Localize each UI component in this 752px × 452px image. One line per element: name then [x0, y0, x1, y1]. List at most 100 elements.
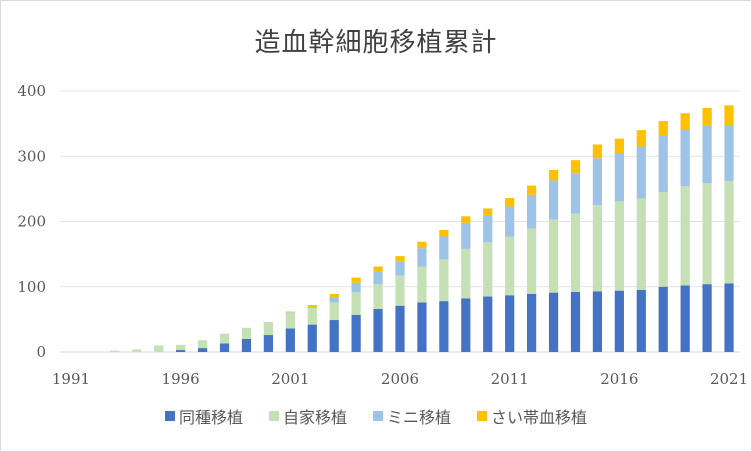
bar-segment-2016-series-0 — [614, 290, 624, 352]
bar-segment-1999-series-0 — [241, 338, 252, 352]
bar-segment-2016-series-1 — [614, 201, 624, 291]
bar-segment-2009-series-2 — [461, 222, 471, 249]
bar-segment-1998-series-0 — [219, 343, 230, 352]
legend: 同種移植 自家移植 ミニ移植 さい帯血移植 — [0, 404, 752, 428]
bar-segment-2006-series-2 — [395, 261, 405, 276]
bar-segment-2002-series-0 — [307, 324, 317, 352]
bar-segment-2005-series-2 — [373, 271, 383, 285]
bar-segment-2020-series-3 — [702, 107, 712, 126]
y-axis: 0 100 200 300 400 — [17, 82, 46, 361]
legend-label: さい帯血移植 — [491, 408, 588, 427]
bar-segment-2004-series-1 — [351, 291, 361, 315]
bar-segment-2000-series-0 — [263, 335, 273, 352]
bar-segment-2011-series-0 — [505, 295, 515, 352]
bar-segment-2015-series-3 — [592, 144, 603, 159]
bar-segment-2021-series-0 — [724, 283, 734, 352]
bar-segment-2003-series-1 — [329, 302, 339, 321]
bar-segment-2012-series-3 — [527, 185, 537, 195]
x-tick-label: 1996 — [162, 370, 200, 388]
x-tick-label: 2006 — [381, 370, 419, 388]
bar-segment-2009-series-3 — [461, 216, 471, 223]
bar-segment-2014-series-2 — [570, 173, 581, 214]
bar-segment-2007-series-2 — [417, 248, 427, 267]
bar-segment-2021-series-3 — [724, 105, 734, 125]
bar-segment-1995-series-1 — [154, 345, 164, 352]
bar-segment-2012-series-1 — [527, 228, 537, 294]
x-tick-label: 2021 — [710, 370, 748, 388]
bar-segment-2003-series-3 — [329, 293, 339, 298]
bar-segment-2014-series-0 — [570, 291, 581, 352]
bar-segment-2000-series-1 — [263, 321, 273, 336]
bar-segment-2004-series-0 — [351, 314, 361, 352]
bar-segment-2001-series-1 — [285, 312, 295, 329]
bar-segment-2002-series-3 — [307, 305, 317, 307]
bar-segment-1997-series-1 — [197, 340, 208, 349]
legend-label: 同種移植 — [178, 408, 243, 427]
bar-segment-2018-series-3 — [658, 121, 668, 137]
bar-segment-2009-series-0 — [461, 298, 471, 352]
legend-item-mini: ミニ移植 — [373, 404, 451, 428]
bar-segment-1998-series-1 — [219, 333, 230, 344]
bar-segment-2016-series-3 — [614, 138, 624, 153]
legend-swatch — [268, 411, 279, 421]
bar-segment-2017-series-0 — [636, 290, 646, 352]
bar-segment-1993-series-1 — [110, 350, 120, 352]
bar-segment-2017-series-3 — [636, 130, 646, 147]
bar-segment-2018-series-1 — [658, 192, 668, 287]
bar-segment-1994-series-1 — [132, 349, 142, 352]
bar-segment-2001-series-0 — [285, 328, 295, 352]
bar-segment-2013-series-2 — [548, 180, 559, 220]
legend-label: 自家移植 — [282, 408, 347, 427]
legend-item-cord-blood: さい帯血移植 — [477, 404, 587, 428]
bar-segment-2001-series-3 — [285, 311, 295, 313]
bar-segment-2021-series-1 — [724, 181, 734, 284]
bar-segment-2015-series-1 — [592, 205, 603, 292]
legend-swatch — [164, 411, 175, 421]
bar-segment-2010-series-1 — [483, 242, 493, 297]
x-tick-label: 2001 — [271, 370, 309, 388]
bar-segment-2001-series-2 — [285, 312, 295, 313]
bar-segment-2017-series-2 — [636, 146, 646, 199]
bar-segment-2008-series-3 — [439, 229, 449, 237]
bar-segment-2004-series-3 — [351, 277, 361, 283]
bar-segment-2007-series-0 — [417, 302, 427, 352]
bar-segment-2003-series-0 — [329, 320, 339, 352]
bar-segment-2016-series-2 — [614, 152, 624, 202]
bar-segment-2005-series-0 — [373, 308, 383, 352]
bar-segment-2014-series-3 — [570, 160, 581, 174]
bar-segment-2015-series-0 — [592, 291, 603, 352]
bar-segment-2013-series-3 — [548, 169, 559, 181]
x-tick-label: 1991 — [52, 370, 90, 388]
bar-segment-2013-series-0 — [548, 292, 559, 352]
bar-segment-2007-series-3 — [417, 241, 427, 249]
x-axis: 1991 1996 2001 2006 2011 2016 2021 — [52, 370, 748, 388]
x-tick-label: 2011 — [491, 370, 529, 388]
bar-segment-2012-series-0 — [527, 293, 537, 352]
bar-segment-2011-series-3 — [505, 198, 515, 207]
bar-segment-2015-series-2 — [592, 158, 603, 206]
bar-segment-1997-series-0 — [197, 348, 208, 352]
bar-segment-2003-series-2 — [329, 297, 339, 303]
bar-segment-2002-series-1 — [307, 308, 317, 325]
bar-segment-2009-series-1 — [461, 248, 471, 299]
bar-segment-2008-series-0 — [439, 301, 449, 352]
bar-segment-2014-series-1 — [570, 213, 581, 292]
bar-segment-2013-series-1 — [548, 219, 559, 293]
bar-segment-2011-series-2 — [505, 206, 515, 237]
bar-segment-2020-series-2 — [702, 125, 712, 184]
bar-segment-2008-series-1 — [439, 259, 449, 302]
bar-segment-2002-series-2 — [307, 306, 317, 309]
bar-segment-2019-series-0 — [680, 285, 690, 352]
y-tick-label: 100 — [17, 278, 46, 296]
bar-segment-2006-series-0 — [395, 305, 405, 352]
legend-item-autologous: 自家移植 — [268, 404, 347, 428]
legend-swatch — [373, 411, 383, 421]
bar-segment-2019-series-1 — [680, 186, 690, 286]
y-tick-label: 0 — [36, 343, 46, 361]
bar-segment-2018-series-2 — [658, 136, 668, 193]
bar-segment-2020-series-1 — [702, 183, 712, 285]
bar-segment-2006-series-3 — [395, 256, 405, 262]
bar-segment-2020-series-0 — [702, 284, 712, 352]
